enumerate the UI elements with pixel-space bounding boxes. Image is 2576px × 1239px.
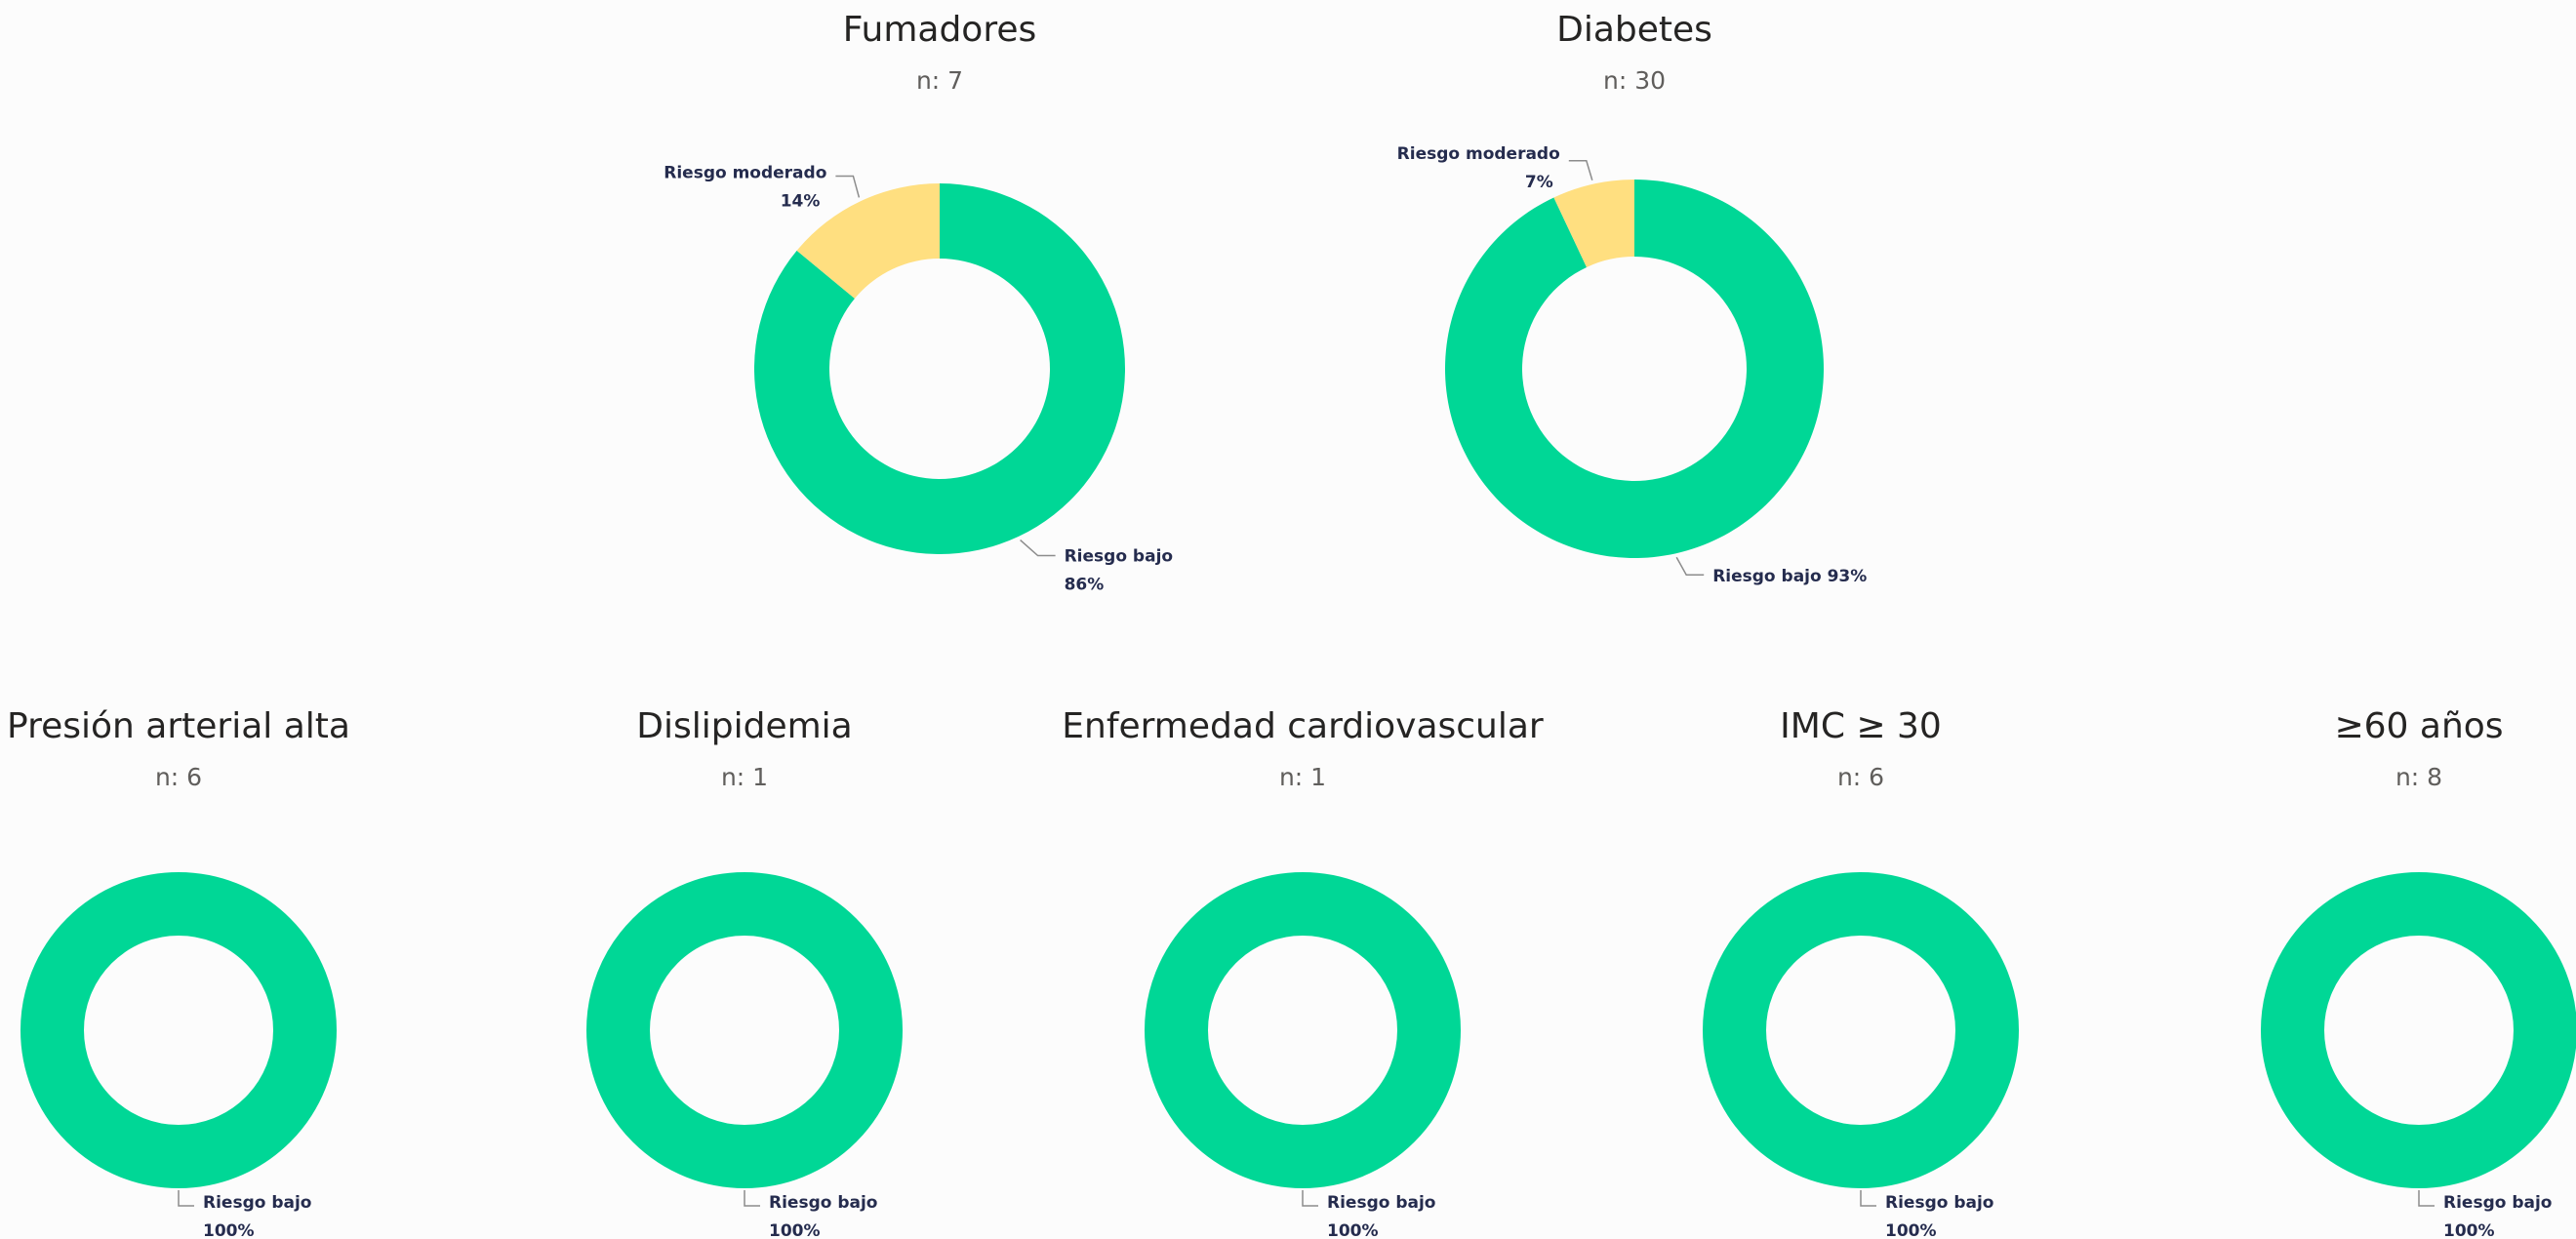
chart-n-dislipidemia: n: 1 (720, 763, 769, 791)
chart-n-imc: n: 6 (1836, 763, 1885, 791)
data-label-riesgo-moderado: Riesgo moderado (664, 163, 826, 182)
data-label-riesgo-bajo: Riesgo bajo 93% (1712, 567, 1867, 586)
leader-line-riesgo-bajo (178, 1190, 194, 1207)
donut-slice-riesgo-bajo[interactable] (1145, 872, 1461, 1188)
leader-line-riesgo-bajo (1675, 556, 1705, 576)
data-label-value-riesgo-moderado: 14% (781, 191, 821, 211)
data-label-value-riesgo-bajo: 100% (2443, 1221, 2495, 1239)
data-label-riesgo-bajo: Riesgo bajo (1327, 1193, 1435, 1213)
chart-title-fumadores: Fumadores (842, 10, 1037, 50)
chart-title-diabetes: Diabetes (1556, 10, 1712, 50)
data-label-riesgo-bajo: Riesgo bajo (1885, 1193, 1993, 1213)
data-label-value-riesgo-moderado: 7% (1525, 173, 1553, 192)
leader-line-riesgo-bajo (2418, 1190, 2435, 1207)
chart-n-enfermedad-cardiovascular: n: 1 (1278, 763, 1327, 791)
chart-n-edad-60: n: 8 (2395, 763, 2443, 791)
donut-slice-riesgo-bajo[interactable] (753, 183, 1125, 554)
donut-slice-riesgo-moderado[interactable] (796, 183, 940, 299)
chart-title-edad-60: ≥60 años (2334, 706, 2504, 746)
chart-title-dislipidemia: Dislipidemia (636, 706, 853, 746)
leader-line-riesgo-bajo (1302, 1190, 1318, 1207)
leader-line-riesgo-bajo (1860, 1190, 1876, 1207)
donut-slice-riesgo-bajo[interactable] (1703, 872, 2019, 1188)
donut-chart-dislipidemia (586, 872, 903, 1188)
donut-chart-imc (1703, 872, 2019, 1188)
donut-slice-riesgo-bajo[interactable] (586, 872, 903, 1188)
donut-slice-riesgo-bajo[interactable] (20, 872, 337, 1188)
chart-title-imc: IMC ≥ 30 (1780, 706, 1942, 746)
donut-chart-presion-arterial (20, 872, 337, 1188)
data-label-value-riesgo-bajo: 86% (1065, 576, 1105, 595)
donut-chart-fumadores (753, 183, 1125, 554)
donut-chart-diabetes (1445, 180, 1824, 558)
data-label-value-riesgo-bajo: 100% (769, 1221, 821, 1239)
chart-title-presion-arterial: Presión arterial alta (7, 706, 350, 746)
data-label-riesgo-bajo: Riesgo bajo (2443, 1193, 2552, 1213)
data-label-value-riesgo-bajo: 100% (1327, 1221, 1379, 1239)
chart-title-enfermedad-cardiovascular: Enfermedad cardiovascular (1062, 706, 1544, 746)
data-label-value-riesgo-bajo: 100% (1885, 1221, 1937, 1239)
donut-chart-enfermedad-cardiovascular (1145, 872, 1461, 1188)
chart-n-fumadores: n: 7 (915, 66, 964, 95)
data-label-value-riesgo-bajo: 100% (203, 1221, 255, 1239)
data-label-riesgo-bajo: Riesgo bajo (1065, 547, 1173, 567)
donut-slice-riesgo-moderado[interactable] (1553, 180, 1634, 267)
leader-line-riesgo-moderado (1568, 160, 1593, 180)
data-label-riesgo-moderado: Riesgo moderado (1397, 144, 1560, 164)
donut-chart-edad-60 (2261, 872, 2576, 1188)
donut-slice-riesgo-bajo[interactable] (2261, 872, 2576, 1188)
data-label-riesgo-bajo: Riesgo bajo (769, 1193, 877, 1213)
leader-line-riesgo-bajo (1020, 539, 1056, 557)
leader-line-riesgo-moderado (835, 175, 861, 198)
leader-line-riesgo-bajo (744, 1190, 760, 1207)
chart-n-presion-arterial: n: 6 (154, 763, 203, 791)
data-label-riesgo-bajo: Riesgo bajo (203, 1193, 311, 1213)
chart-n-diabetes: n: 30 (1602, 66, 1667, 95)
donut-slice-riesgo-bajo[interactable] (1445, 180, 1824, 558)
